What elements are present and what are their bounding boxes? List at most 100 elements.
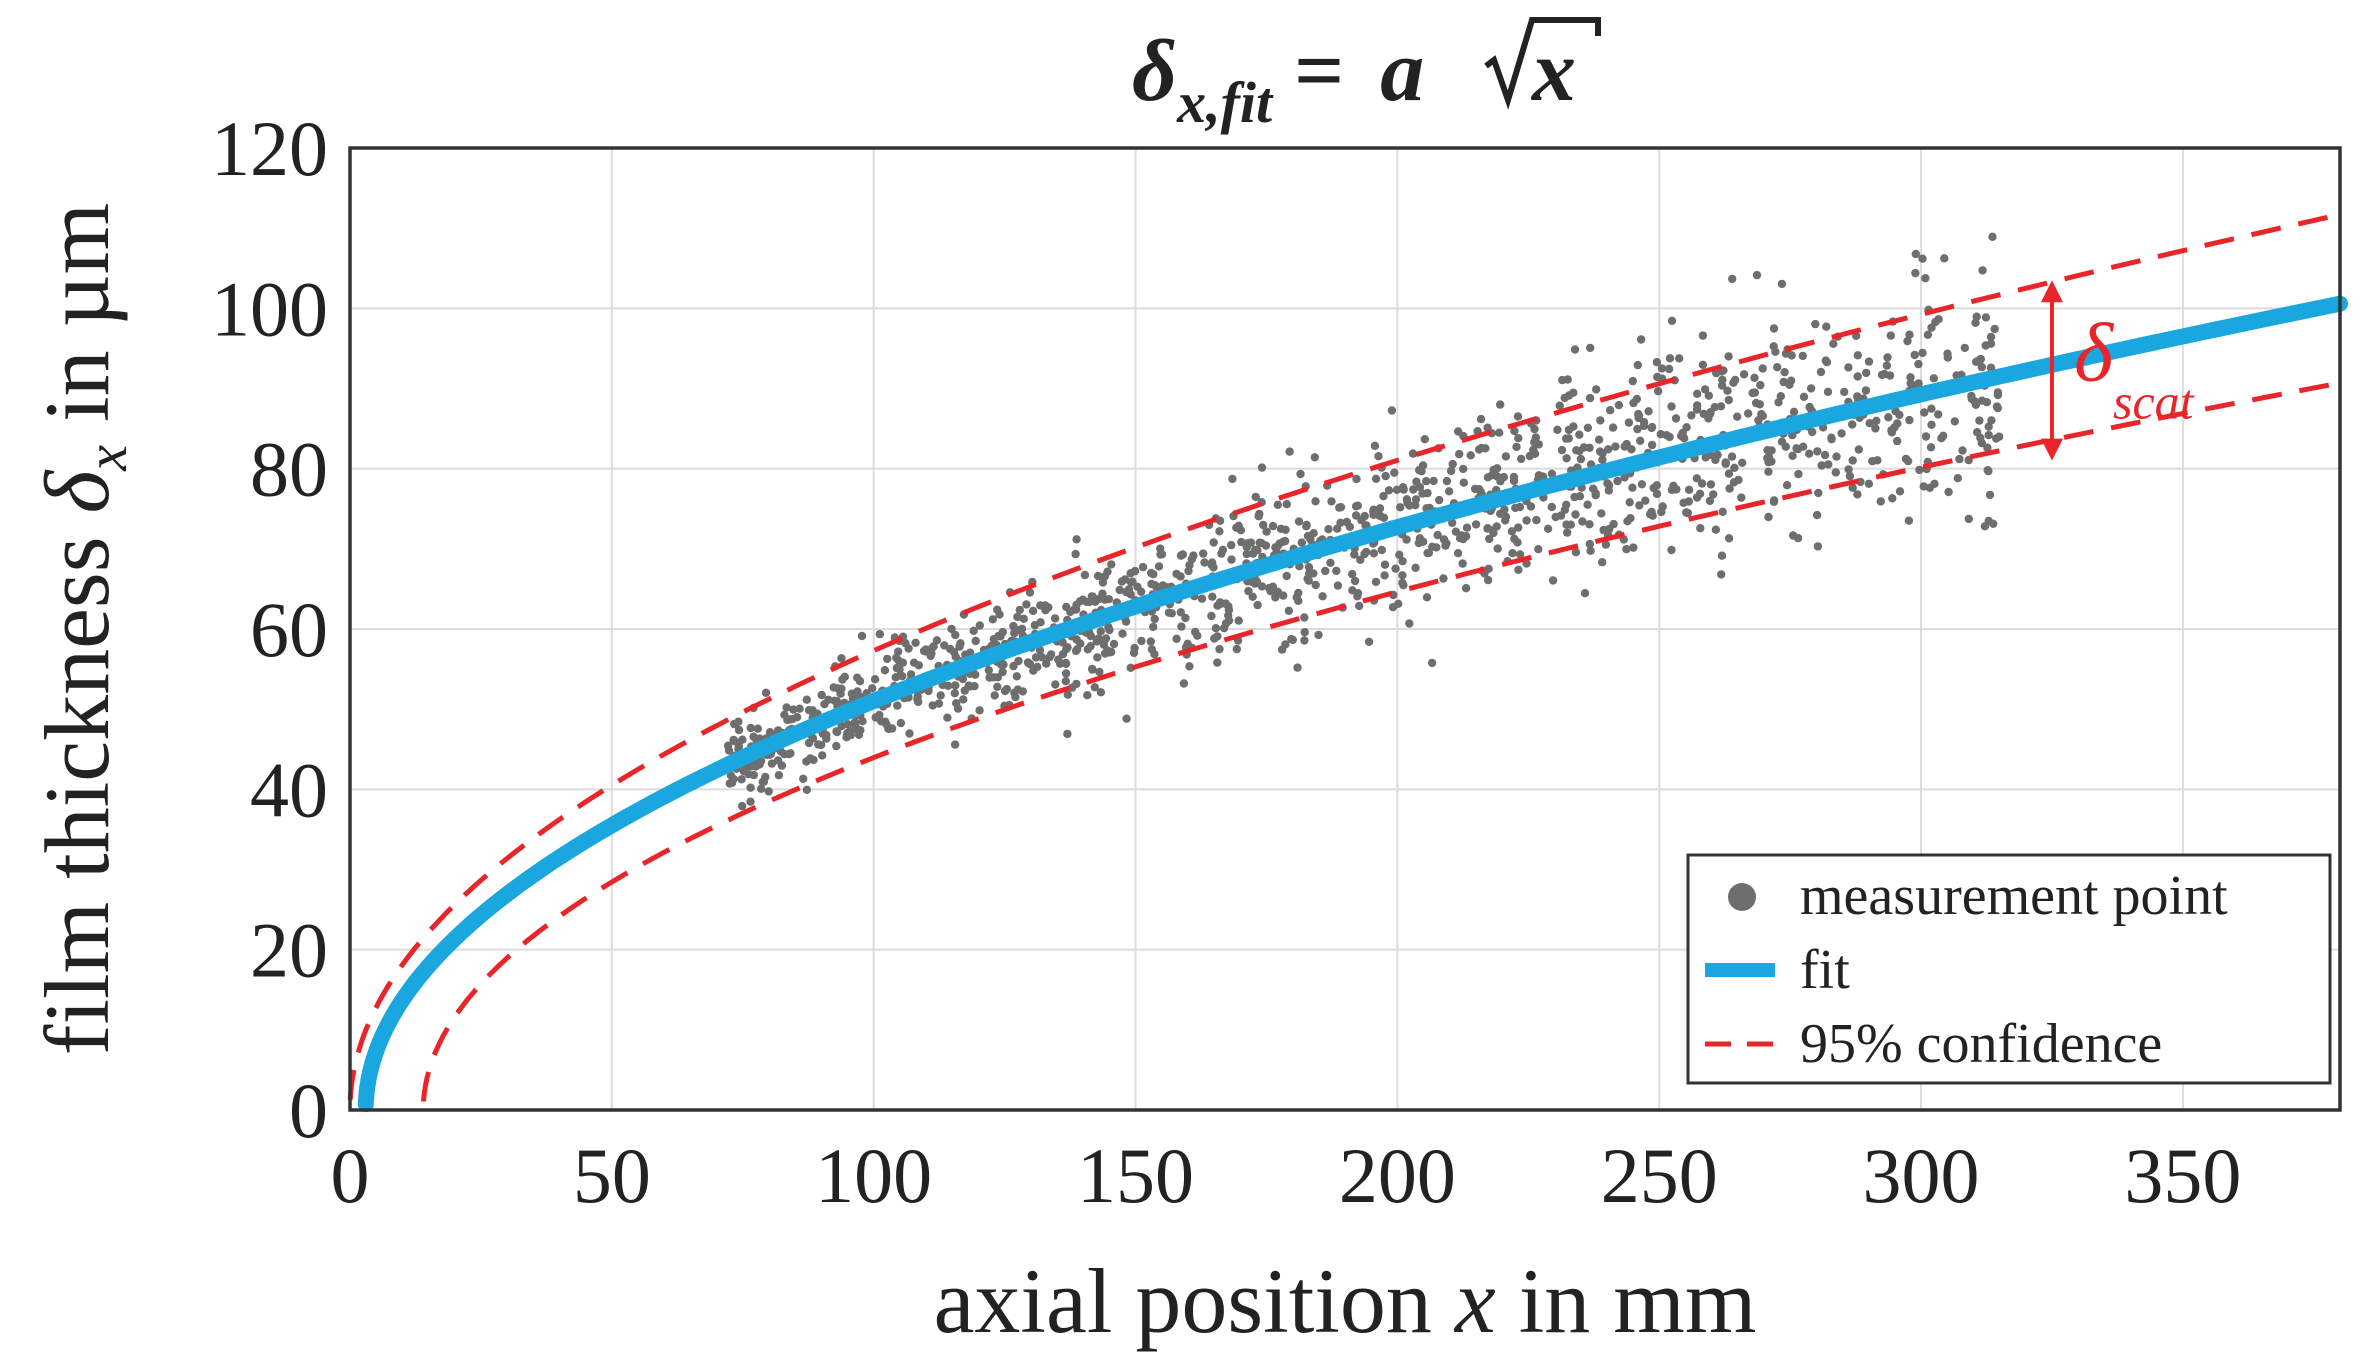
measurement-point [1018, 687, 1027, 696]
measurement-point [1813, 447, 1822, 456]
measurement-point [1371, 474, 1381, 483]
measurement-point [1799, 392, 1809, 401]
measurement-point [1236, 526, 1246, 535]
measurement-point [1078, 595, 1088, 604]
measurement-point [1522, 516, 1531, 525]
measurement-point [1865, 419, 1874, 428]
measurement-point [1036, 618, 1045, 627]
measurement-point [1585, 393, 1595, 403]
measurement-point [1692, 405, 1702, 414]
measurement-point [905, 729, 914, 738]
measurement-point [1773, 363, 1782, 372]
measurement-point [1282, 500, 1292, 509]
measurement-point [929, 642, 938, 651]
measurement-point [1987, 416, 1996, 425]
measurement-point [1886, 331, 1896, 340]
measurement-point [1251, 492, 1260, 502]
measurement-point [1273, 500, 1283, 509]
measurement-point [1041, 606, 1050, 615]
measurement-point [1224, 611, 1233, 620]
measurement-point [1989, 519, 1998, 528]
measurement-point [975, 706, 984, 715]
measurement-point [1921, 432, 1931, 441]
measurement-point [1792, 444, 1801, 453]
measurement-point [1788, 451, 1797, 460]
measurement-point [1848, 420, 1857, 429]
measurement-point [1915, 465, 1924, 475]
measurement-point [1929, 374, 1939, 383]
measurement-point [832, 727, 842, 737]
measurement-point [1920, 408, 1929, 417]
measurement-point [1805, 449, 1814, 458]
measurement-point [1564, 434, 1573, 443]
measurement-point [1729, 478, 1739, 487]
measurement-point [1072, 635, 1081, 644]
measurement-point [1294, 517, 1304, 526]
measurement-point [1250, 579, 1260, 588]
measurement-point [1501, 452, 1511, 461]
measurement-point [1311, 580, 1320, 590]
measurement-point [738, 735, 747, 744]
measurement-point [1360, 511, 1369, 521]
measurement-point [946, 644, 955, 654]
legend: measurement point fit 95% confidence [1686, 853, 2332, 1085]
measurement-point [1583, 423, 1593, 432]
measurement-point [1827, 433, 1836, 442]
measurement-point [1950, 417, 1960, 426]
measurement-point [1063, 729, 1072, 739]
measurement-point [1667, 316, 1677, 325]
measurement-point [1904, 516, 1914, 525]
measurement-point [1601, 540, 1611, 549]
measurement-point [1370, 441, 1380, 450]
measurement-point [1513, 412, 1523, 421]
measurement-point [1481, 444, 1490, 453]
measurement-point [1183, 639, 1192, 648]
measurement-point [1063, 643, 1072, 652]
measurement-point [868, 684, 877, 693]
measurement-point [1820, 450, 1830, 460]
measurement-point [1010, 688, 1019, 697]
measurement-point [1429, 476, 1438, 486]
measurement-point [1433, 530, 1442, 540]
measurement-point [749, 732, 758, 741]
measurement-point [1756, 380, 1765, 390]
measurement-point [1769, 497, 1779, 506]
measurement-point [989, 673, 998, 682]
measurement-point [1107, 647, 1116, 657]
legend-entry-fit: fit [1705, 939, 1850, 1001]
measurement-point [1121, 617, 1131, 626]
curves [347, 212, 2348, 1113]
measurement-point [1704, 391, 1714, 400]
measurement-point [1403, 498, 1412, 507]
measurement-point [1458, 559, 1467, 568]
measurement-point [1336, 518, 1345, 527]
measurement-point [1348, 569, 1357, 579]
measurement-point [1179, 679, 1189, 688]
measurement-point [1391, 564, 1400, 573]
measurement-point [896, 718, 906, 728]
measurement-point [1877, 370, 1887, 380]
measurement-point [1172, 634, 1181, 643]
measurement-point [1353, 501, 1363, 510]
measurement-point [950, 689, 959, 698]
measurement-point [1864, 479, 1874, 488]
measurement-point [1837, 429, 1846, 438]
measurement-point [1927, 420, 1936, 429]
measurement-point [1483, 524, 1492, 533]
measurement-point [914, 697, 923, 707]
measurement-point [1781, 349, 1791, 358]
measurement-point [882, 720, 891, 729]
measurement-point [1350, 576, 1360, 586]
measurement-point [1300, 636, 1309, 645]
measurement-point [746, 797, 755, 806]
x-tick-label-0: 0 [331, 1132, 370, 1219]
measurement-point [730, 719, 739, 729]
measurement-point [1336, 503, 1346, 512]
measurement-point [1514, 434, 1523, 443]
x-axis-label: axial position x in mm [934, 1250, 1757, 1352]
measurement-point [1285, 447, 1294, 456]
measurement-point [1980, 522, 1990, 531]
measurement-point [1257, 463, 1267, 472]
measurement-point [767, 759, 777, 768]
measurement-point [1811, 319, 1820, 329]
